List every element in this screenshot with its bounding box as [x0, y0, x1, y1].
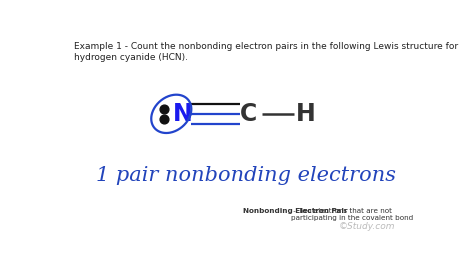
Text: 1 pair nonbonding electrons: 1 pair nonbonding electrons [96, 166, 396, 185]
Text: C: C [240, 102, 257, 126]
Text: N: N [173, 102, 192, 126]
Point [160, 117, 168, 121]
Text: ©Study.com: ©Study.com [338, 222, 395, 231]
Text: H: H [295, 102, 315, 126]
Point [160, 107, 168, 111]
Text: - Two electrons that are not
participating in the covalent bond: - Two electrons that are not participati… [292, 208, 414, 221]
Text: Nonbonding Electron Pair: Nonbonding Electron Pair [243, 208, 347, 214]
Text: Example 1 - Count the nonbonding electron pairs in the following Lewis structure: Example 1 - Count the nonbonding electro… [74, 42, 458, 61]
